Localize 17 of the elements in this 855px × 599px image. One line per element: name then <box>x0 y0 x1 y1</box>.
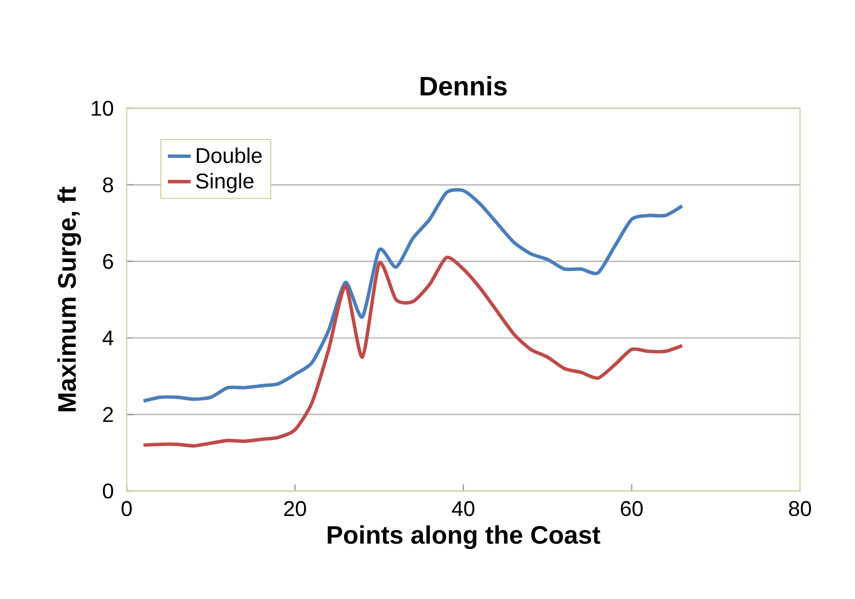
x-tick-label: 40 <box>452 501 474 516</box>
y-tick-label: 10 <box>92 100 114 116</box>
legend-label: Single <box>196 172 254 193</box>
y-tick-label: 4 <box>102 330 114 346</box>
y-tick-label: 6 <box>103 254 114 269</box>
line-series <box>142 256 684 448</box>
y-tick-label: 8 <box>103 177 114 192</box>
x-tick-label: 20 <box>284 501 306 516</box>
y-tick-label: 2 <box>103 407 113 422</box>
chart-title: Dennis <box>420 76 507 96</box>
x-tick-label: 60 <box>620 501 643 516</box>
legend-label: Double <box>196 147 262 164</box>
x-tick-label: 0 <box>122 501 132 516</box>
x-axis-title: Points along the Coast <box>328 525 600 550</box>
x-tick-label: 80 <box>789 501 812 516</box>
y-tick-label: 0 <box>102 483 114 499</box>
y-axis-title: Maximum Surge, ft <box>57 186 82 412</box>
